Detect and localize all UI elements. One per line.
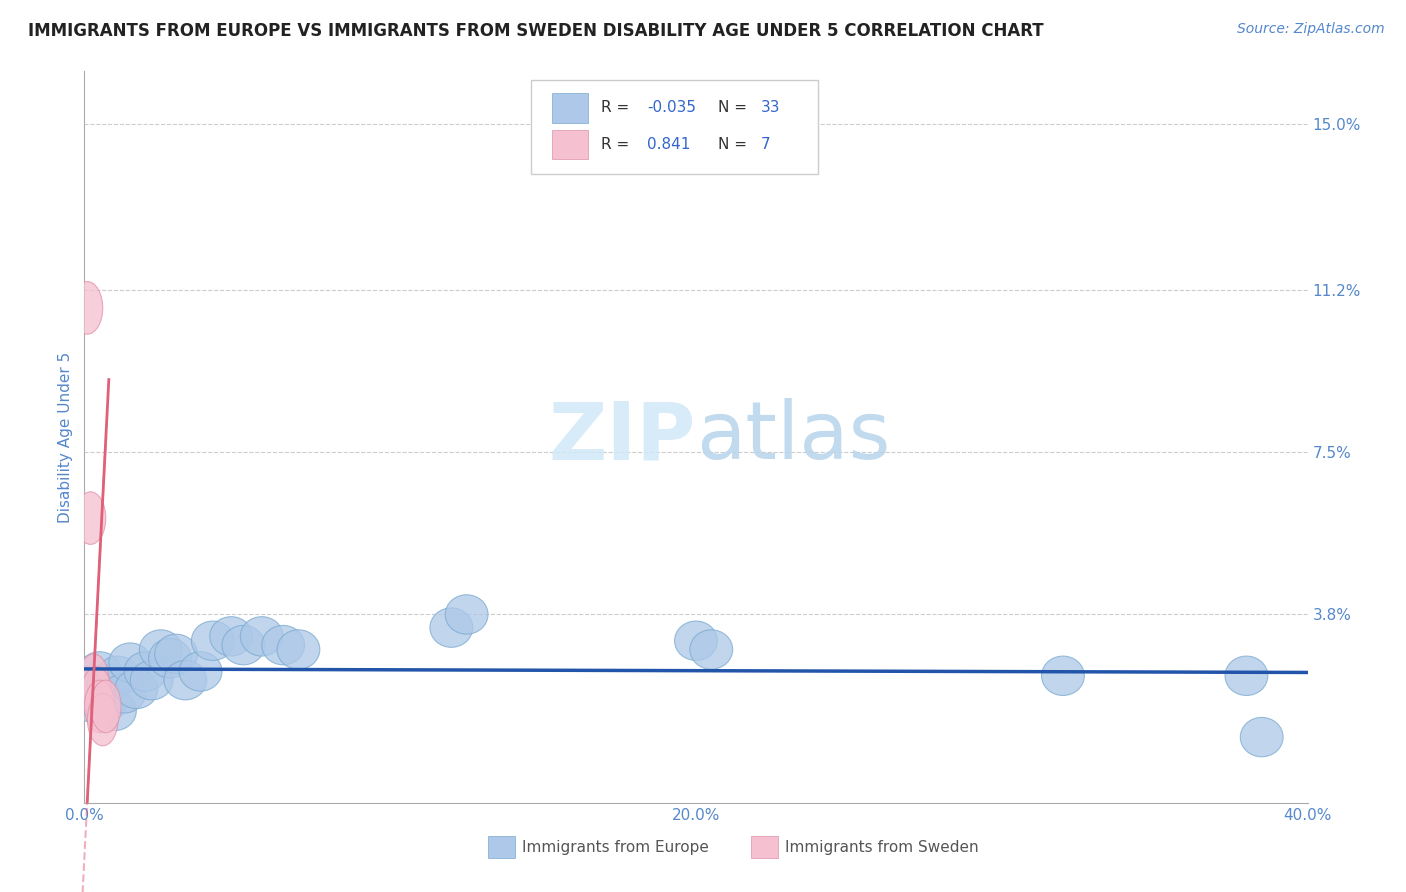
Ellipse shape: [84, 681, 115, 732]
Ellipse shape: [87, 665, 131, 705]
Text: N =: N =: [718, 137, 752, 152]
Ellipse shape: [1240, 717, 1284, 756]
Ellipse shape: [79, 652, 121, 691]
Ellipse shape: [430, 607, 472, 648]
Text: R =: R =: [600, 137, 634, 152]
Ellipse shape: [97, 657, 139, 696]
Ellipse shape: [209, 616, 253, 657]
Ellipse shape: [179, 652, 222, 691]
FancyBboxPatch shape: [551, 94, 588, 122]
Ellipse shape: [72, 282, 103, 334]
Ellipse shape: [72, 665, 115, 705]
Text: 33: 33: [761, 101, 780, 115]
Ellipse shape: [90, 681, 121, 732]
Ellipse shape: [79, 654, 108, 706]
Y-axis label: Disability Age Under 5: Disability Age Under 5: [58, 351, 73, 523]
FancyBboxPatch shape: [551, 130, 588, 159]
Ellipse shape: [240, 616, 283, 657]
Ellipse shape: [82, 669, 124, 708]
Text: Source: ZipAtlas.com: Source: ZipAtlas.com: [1237, 22, 1385, 37]
Ellipse shape: [1042, 657, 1084, 696]
Ellipse shape: [165, 660, 207, 700]
FancyBboxPatch shape: [751, 836, 778, 858]
Ellipse shape: [82, 667, 112, 720]
Text: R =: R =: [600, 101, 634, 115]
Text: atlas: atlas: [696, 398, 890, 476]
Ellipse shape: [690, 630, 733, 669]
Ellipse shape: [262, 625, 305, 665]
Ellipse shape: [149, 639, 191, 678]
Ellipse shape: [155, 634, 197, 673]
Ellipse shape: [124, 652, 167, 691]
Ellipse shape: [446, 595, 488, 634]
FancyBboxPatch shape: [488, 836, 515, 858]
Text: Immigrants from Sweden: Immigrants from Sweden: [786, 840, 979, 855]
Ellipse shape: [103, 673, 146, 713]
Ellipse shape: [191, 621, 235, 660]
Ellipse shape: [222, 625, 264, 665]
Text: IMMIGRANTS FROM EUROPE VS IMMIGRANTS FROM SWEDEN DISABILITY AGE UNDER 5 CORRELAT: IMMIGRANTS FROM EUROPE VS IMMIGRANTS FRO…: [28, 22, 1043, 40]
Text: 7: 7: [761, 137, 770, 152]
FancyBboxPatch shape: [531, 80, 818, 174]
Text: N =: N =: [718, 101, 752, 115]
Ellipse shape: [84, 682, 127, 722]
Text: -0.035: -0.035: [647, 101, 696, 115]
Ellipse shape: [139, 630, 183, 669]
Ellipse shape: [66, 673, 108, 713]
Ellipse shape: [69, 682, 112, 722]
Ellipse shape: [1225, 657, 1268, 696]
Ellipse shape: [108, 643, 152, 682]
Ellipse shape: [94, 691, 136, 731]
Text: Immigrants from Europe: Immigrants from Europe: [522, 840, 709, 855]
Ellipse shape: [675, 621, 717, 660]
Text: 0.841: 0.841: [647, 137, 690, 152]
Ellipse shape: [277, 630, 319, 669]
Text: ZIP: ZIP: [548, 398, 696, 476]
Ellipse shape: [131, 660, 173, 700]
Ellipse shape: [75, 678, 118, 717]
Ellipse shape: [87, 693, 118, 746]
Ellipse shape: [115, 669, 157, 708]
Ellipse shape: [75, 491, 105, 544]
